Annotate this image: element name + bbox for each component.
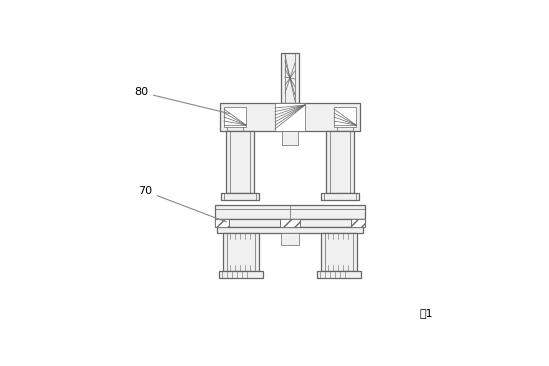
Text: 图1: 图1 [420,308,434,318]
Bar [215,219,365,227]
Bar [351,219,365,227]
Bar [321,233,357,271]
Bar [224,107,246,127]
Bar [217,227,363,233]
Bar [326,131,354,193]
Bar [220,103,360,131]
Bar [219,271,263,278]
Bar [221,193,259,200]
Bar [215,219,229,227]
Bar [223,233,259,271]
Bar [280,219,300,227]
Bar [275,103,305,131]
Bar [321,193,359,200]
Bar [334,107,356,127]
Bar [282,131,298,145]
Bar [215,205,365,219]
Bar [317,271,361,278]
Bar [226,131,254,193]
Text: 80: 80 [134,87,229,113]
Bar [281,233,299,245]
Text: 70: 70 [138,186,226,222]
Bar [281,53,299,103]
